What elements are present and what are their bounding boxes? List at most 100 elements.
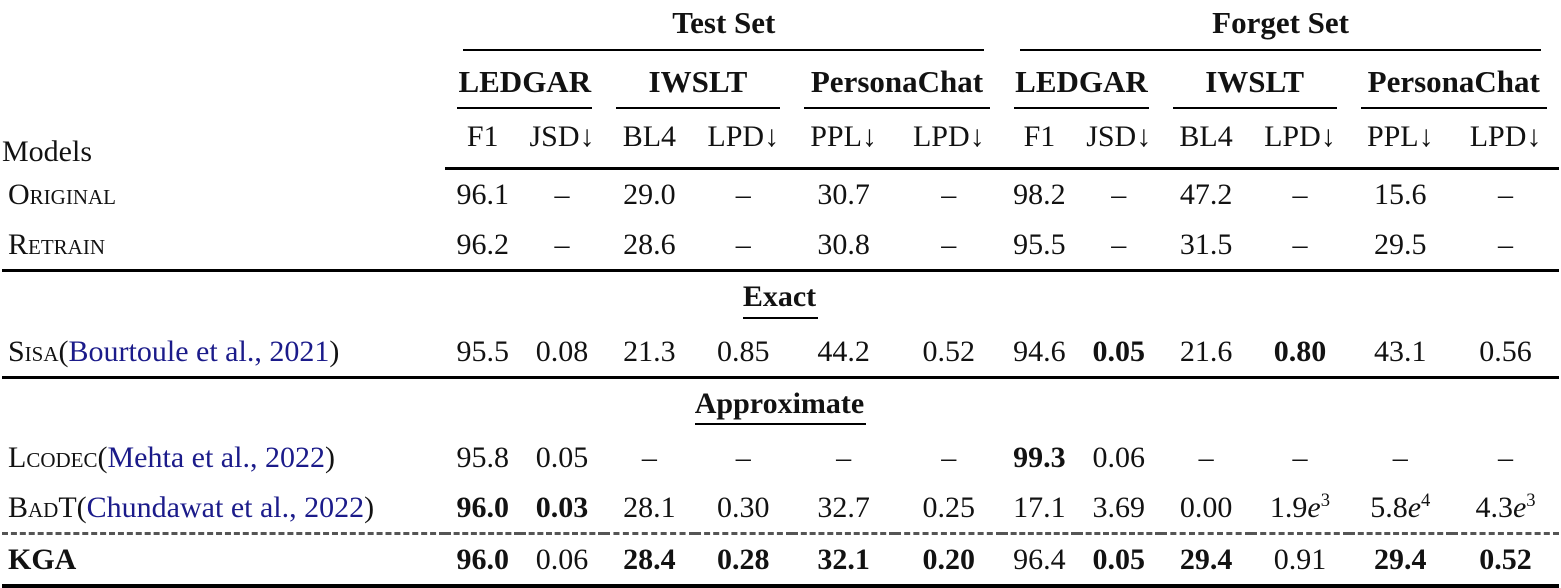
metric-header: F1 [1002, 108, 1077, 171]
model-name: Sisa [8, 334, 59, 368]
dataset-header-forget-ledgar: LEDGAR [1002, 51, 1161, 109]
header-row-datasets: LEDGAR IWSLT PersonaChat LEDGAR IWSLT Pe… [2, 51, 1560, 109]
section-heading: Approximate [694, 387, 867, 426]
exp-value: 3 [1320, 489, 1331, 511]
value-cell: 17.1 [1002, 482, 1077, 536]
value-cell: – [895, 219, 1003, 273]
exp-value: 3 [1526, 489, 1536, 511]
value-cell: 0.25 [895, 482, 1003, 536]
value-cell: – [836, 441, 852, 475]
section-cell: Exact [2, 271, 1559, 327]
metric-header: JSD↓ [1076, 108, 1161, 171]
dataset-header-test-ledgar: LEDGAR [445, 51, 604, 109]
value-cell: 30.7 [817, 178, 870, 212]
model-name: Original [8, 177, 116, 211]
value-cell: 0.06 [535, 543, 589, 577]
table-row: KGA 96.0 0.06 28.4 0.28 32.1 0.20 96.4 0.05 29.4 0… [2, 534, 1559, 587]
exp-e: e [1307, 490, 1321, 524]
model-name: BadT [8, 490, 77, 524]
test-set-group-header: Test Set [445, 2, 1002, 52]
value-cell: – [641, 441, 657, 475]
paren-open: ( [58, 334, 69, 368]
value-cell: – [735, 178, 751, 212]
dataset-header-test-personachat: PersonaChat [792, 51, 1002, 109]
value-cell: – [1111, 178, 1127, 212]
paren-open: ( [97, 441, 108, 475]
value-cell: – [694, 219, 792, 273]
citation-link[interactable]: Bourtoule et al., 2021 [68, 334, 330, 368]
model-label-cell: Lcodec(Mehta et al., 2022) [2, 433, 445, 482]
value-cell: – [1251, 219, 1349, 273]
value-cell: 31.5 [1160, 219, 1252, 273]
value-cell: 95.5 [1002, 219, 1077, 273]
value-cell: 29.5 [1348, 219, 1453, 273]
value-cell: – [735, 441, 751, 475]
table-body: Original 96.1–29.0–30.7–98.2–47.2–15.6– Re… [2, 169, 1559, 587]
value-cell: 30.8 [791, 219, 896, 273]
dataset-header-test-iwslt: IWSLT [604, 51, 792, 109]
value-cell: – [1452, 219, 1559, 273]
value-cell: 0.30 [694, 482, 792, 536]
value-cell: 96.0 [456, 543, 509, 577]
section-row: Exact [2, 271, 1559, 327]
value-cell: 0.06 [1092, 441, 1145, 475]
paren-close: ) [324, 441, 335, 475]
dataset-header-forget-iwslt: IWSLT [1161, 51, 1349, 109]
value-cell: – [1292, 178, 1308, 212]
section-cell: Approximate [2, 377, 1559, 433]
value-cell: 44.2 [791, 326, 896, 379]
exp-e: e [1512, 490, 1527, 524]
metric-header: F1 [445, 108, 520, 171]
value-cell: 0.52 [1479, 543, 1532, 577]
value-cell: 98.2 [1013, 178, 1066, 212]
metric-header: LPD↓ [1251, 108, 1349, 171]
paren-close: ) [329, 334, 340, 368]
value-cell: 28.4 [623, 543, 676, 577]
section-row: Approximate [2, 377, 1559, 433]
value-cell: 96.0 [445, 482, 520, 536]
value-cell: 0.91 [1273, 543, 1327, 577]
value-cell: 0.05 [535, 441, 589, 475]
metric-header: BL4 [604, 108, 695, 171]
value-cell: 94.6 [1002, 326, 1077, 379]
forget-set-group-header: Forget Set [1002, 2, 1559, 52]
value-cell: 99.3 [1013, 441, 1066, 475]
value-cell: – [1498, 178, 1514, 212]
paren-open: ( [76, 490, 87, 524]
value-cell: 0.85 [694, 326, 792, 379]
citation-link[interactable]: Mehta et al., 2022 [107, 441, 325, 475]
header-row-sets: Models Test Set Forget Set [2, 2, 1559, 168]
value-cell: 28.6 [604, 219, 695, 273]
metric-header: PPL↓ [1348, 108, 1453, 171]
exp-e: e [1407, 490, 1422, 524]
citation-link[interactable]: Chundawat et al., 2022 [86, 490, 365, 524]
model-label-cell: KGA [2, 534, 445, 587]
model-label-cell: BadT(Chundawat et al., 2022) [2, 482, 446, 536]
value-cell: 32.7 [791, 482, 896, 536]
value-cell: – [554, 178, 570, 212]
value-cell: 0.28 [717, 543, 770, 577]
value-cell: 28.1 [604, 482, 695, 536]
metric-header: PPL↓ [791, 108, 896, 171]
value-cell: 47.2 [1179, 178, 1233, 212]
model-name: Lcodec [8, 441, 98, 475]
dataset-header-forget-personachat: PersonaChat [1349, 51, 1560, 109]
table-row: Original 96.1 – 29.0 – 30.7 – 98.2 – 47.2 – 15.6 – [2, 169, 1559, 220]
model-label-cell: Sisa(Bourtoule et al., 2021) [2, 326, 446, 379]
value-cell: 21.3 [604, 326, 695, 379]
models-label: Models [2, 135, 92, 169]
metric-header: LPD↓ [694, 108, 792, 171]
test-set-label: Test Set [463, 4, 985, 52]
value-cell: 0.20 [922, 543, 976, 577]
value-cell: 0.03 [519, 482, 605, 536]
value-cell: 0.05 [1076, 326, 1161, 379]
header-row-metrics: F1 JSD↓ BL4 LPD↓ PPL↓ LPD↓ F1 JSD↓ BL4 L… [2, 108, 1559, 171]
value-cell: – [1198, 441, 1214, 475]
value-cell: 0.80 [1251, 326, 1349, 379]
value-cell: – [941, 441, 957, 475]
table-row: BadT(Chundawat et al., 2022) 96.0 0.03 28.1… [2, 482, 1559, 536]
metric-header: LPD↓ [895, 108, 1003, 171]
value-cell: 32.1 [817, 543, 870, 577]
value-cell: 5.8e4 [1348, 482, 1453, 536]
